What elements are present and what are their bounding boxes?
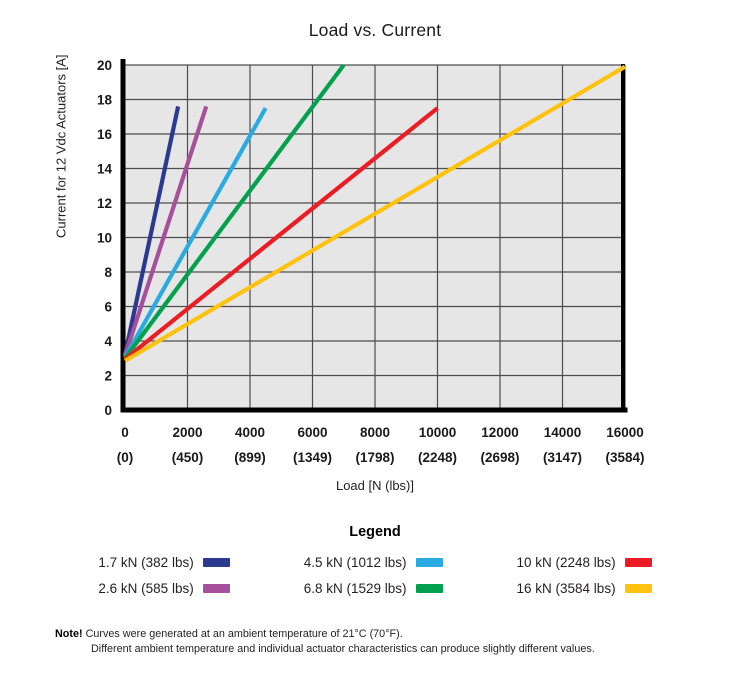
legend-swatch xyxy=(624,584,652,593)
legend-entry-label: 4.5 kN (1012 lbs) xyxy=(303,555,407,570)
note-text-2: Different ambient temperature and indivi… xyxy=(91,643,595,656)
legend-swatch xyxy=(415,584,443,593)
legend-column: 1.7 kN (382 lbs) 2.6 kN (585 lbs) xyxy=(98,555,230,596)
y-tick-label: 0 xyxy=(104,403,112,418)
x-tick-label-n: 10000 xyxy=(419,425,457,440)
legend-column: 4.5 kN (1012 lbs) 6.8 kN (1529 lbs) xyxy=(304,555,443,596)
legend-entry-label: 16 kN (3584 lbs) xyxy=(516,581,616,596)
x-tick-label-lbs: (450) xyxy=(172,450,204,465)
legend-entry-label: 6.8 kN (1529 lbs) xyxy=(303,581,407,596)
legend-entry: 10 kN (2248 lbs) xyxy=(517,555,652,570)
x-tick-label-n: 16000 xyxy=(606,425,644,440)
y-tick-label: 18 xyxy=(97,93,113,108)
x-tick-label-lbs: (899) xyxy=(234,450,266,465)
series-line xyxy=(123,63,346,360)
legend-column: 10 kN (2248 lbs) 16 kN (3584 lbs) xyxy=(517,555,652,596)
legend: Legend 1.7 kN (382 lbs) 2.6 kN (585 lbs) 4… xyxy=(0,524,750,596)
series-line xyxy=(123,107,268,359)
legend-swatch xyxy=(202,584,230,593)
note-label: Note! xyxy=(55,628,83,640)
x-tick-label-lbs: (2248) xyxy=(418,450,457,465)
x-tick-label-n: 2000 xyxy=(172,425,202,440)
y-tick-label: 10 xyxy=(97,231,112,246)
note-text-1: Curves were generated at an ambient temp… xyxy=(85,628,403,640)
legend-swatch xyxy=(415,558,443,567)
x-tick-label-n: 8000 xyxy=(360,425,390,440)
legend-swatch xyxy=(202,558,230,567)
series-line xyxy=(123,64,627,363)
y-tick-label: 6 xyxy=(104,300,112,315)
legend-entry: 1.7 kN (382 lbs) xyxy=(98,555,230,570)
x-tick-label-lbs: (1349) xyxy=(293,450,332,465)
x-axis-title: Load [N (lbs)] xyxy=(335,478,415,493)
y-tick-label: 14 xyxy=(97,162,113,177)
x-tick-label-n: 0 xyxy=(121,425,129,440)
legend-entry: 6.8 kN (1529 lbs) xyxy=(304,581,443,596)
load-vs-current-chart: 0 (0) 2000 (450) 4000 (899) 6000 (1349) 8000 (179… xyxy=(97,58,645,465)
x-tick-label-lbs: (0) xyxy=(117,450,134,465)
y-tick-label: 20 xyxy=(97,58,112,73)
x-tick-label-lbs: (1798) xyxy=(355,450,394,465)
x-tick-label-n: 6000 xyxy=(297,425,327,440)
x-tick-label-lbs: (2698) xyxy=(480,450,519,465)
legend-entry-label: 1.7 kN (382 lbs) xyxy=(98,555,194,570)
series-line xyxy=(123,106,439,361)
y-tick-label: 8 xyxy=(104,265,112,280)
y-tick-label: 16 xyxy=(97,127,113,142)
note-line-1: Note! Curves were generated at an ambien… xyxy=(55,627,715,642)
legend-entry: 2.6 kN (585 lbs) xyxy=(98,581,230,596)
legend-title: Legend xyxy=(349,524,401,540)
y-tick-label: 12 xyxy=(97,196,112,211)
legend-grid: 1.7 kN (382 lbs) 2.6 kN (585 lbs) 4.5 kN (… xyxy=(0,555,750,596)
series-line xyxy=(123,105,209,357)
legend-swatch xyxy=(624,558,652,567)
note: Note! Curves were generated at an ambien… xyxy=(55,627,715,657)
legend-entry-label: 2.6 kN (585 lbs) xyxy=(98,581,194,596)
x-tick-label-n: 14000 xyxy=(544,425,582,440)
x-tick-label-lbs: (3584) xyxy=(605,450,644,465)
y-tick-label: 4 xyxy=(104,334,112,349)
chart-title: Load vs. Current xyxy=(308,20,442,40)
series-line xyxy=(122,105,181,356)
x-tick-label-lbs: (3147) xyxy=(543,450,582,465)
legend-entry: 4.5 kN (1012 lbs) xyxy=(304,555,443,570)
legend-entry-label: 10 kN (2248 lbs) xyxy=(516,555,616,570)
legend-entry: 16 kN (3584 lbs) xyxy=(517,581,652,596)
x-tick-label-n: 12000 xyxy=(481,425,519,440)
y-tick-label: 2 xyxy=(104,369,112,384)
x-tick-label-n: 4000 xyxy=(235,425,265,440)
